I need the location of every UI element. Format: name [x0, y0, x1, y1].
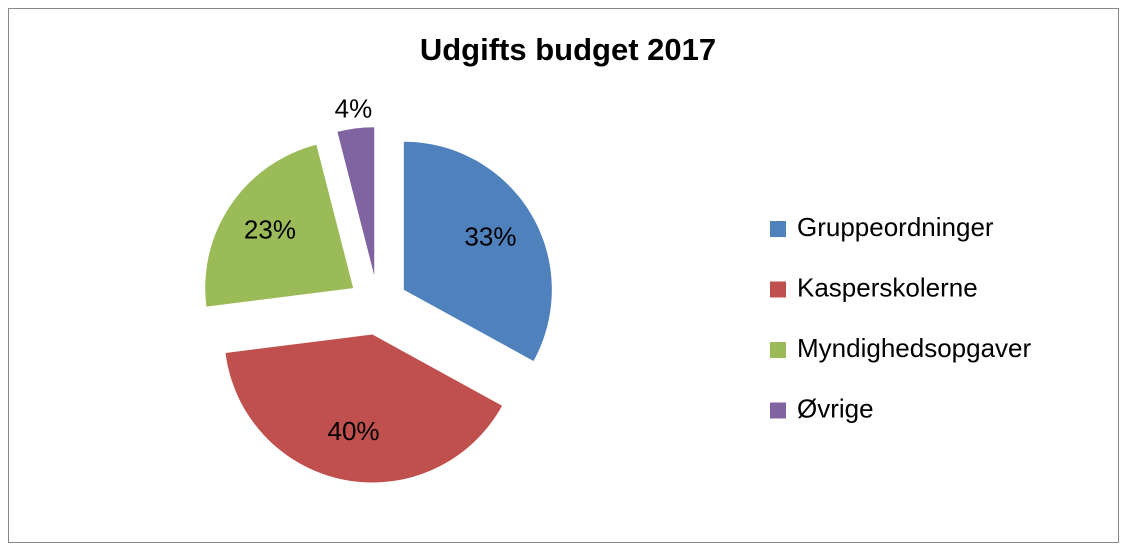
legend-swatch: [770, 221, 786, 237]
legend-swatch: [770, 281, 786, 298]
data-label: 23%: [244, 214, 296, 244]
legend-label: Gruppeordninger: [797, 212, 994, 242]
pie-slice: [205, 144, 354, 307]
pie-slice: [337, 127, 375, 276]
pie-slice: [403, 141, 552, 362]
data-label: 40%: [327, 416, 379, 446]
pie-slice: [225, 334, 503, 483]
legend-swatch: [770, 402, 786, 419]
legend-label: Myndighedsopgaver: [797, 333, 1031, 363]
data-label: 4%: [335, 94, 373, 124]
chart-title: Udgifts budget 2017: [420, 32, 716, 67]
legend-label: Øvrige: [797, 393, 874, 423]
chart-frame: [8, 8, 1119, 543]
legend-label: Kasperskolerne: [797, 272, 978, 302]
legend-swatch: [770, 342, 786, 358]
data-label: 33%: [464, 221, 516, 251]
